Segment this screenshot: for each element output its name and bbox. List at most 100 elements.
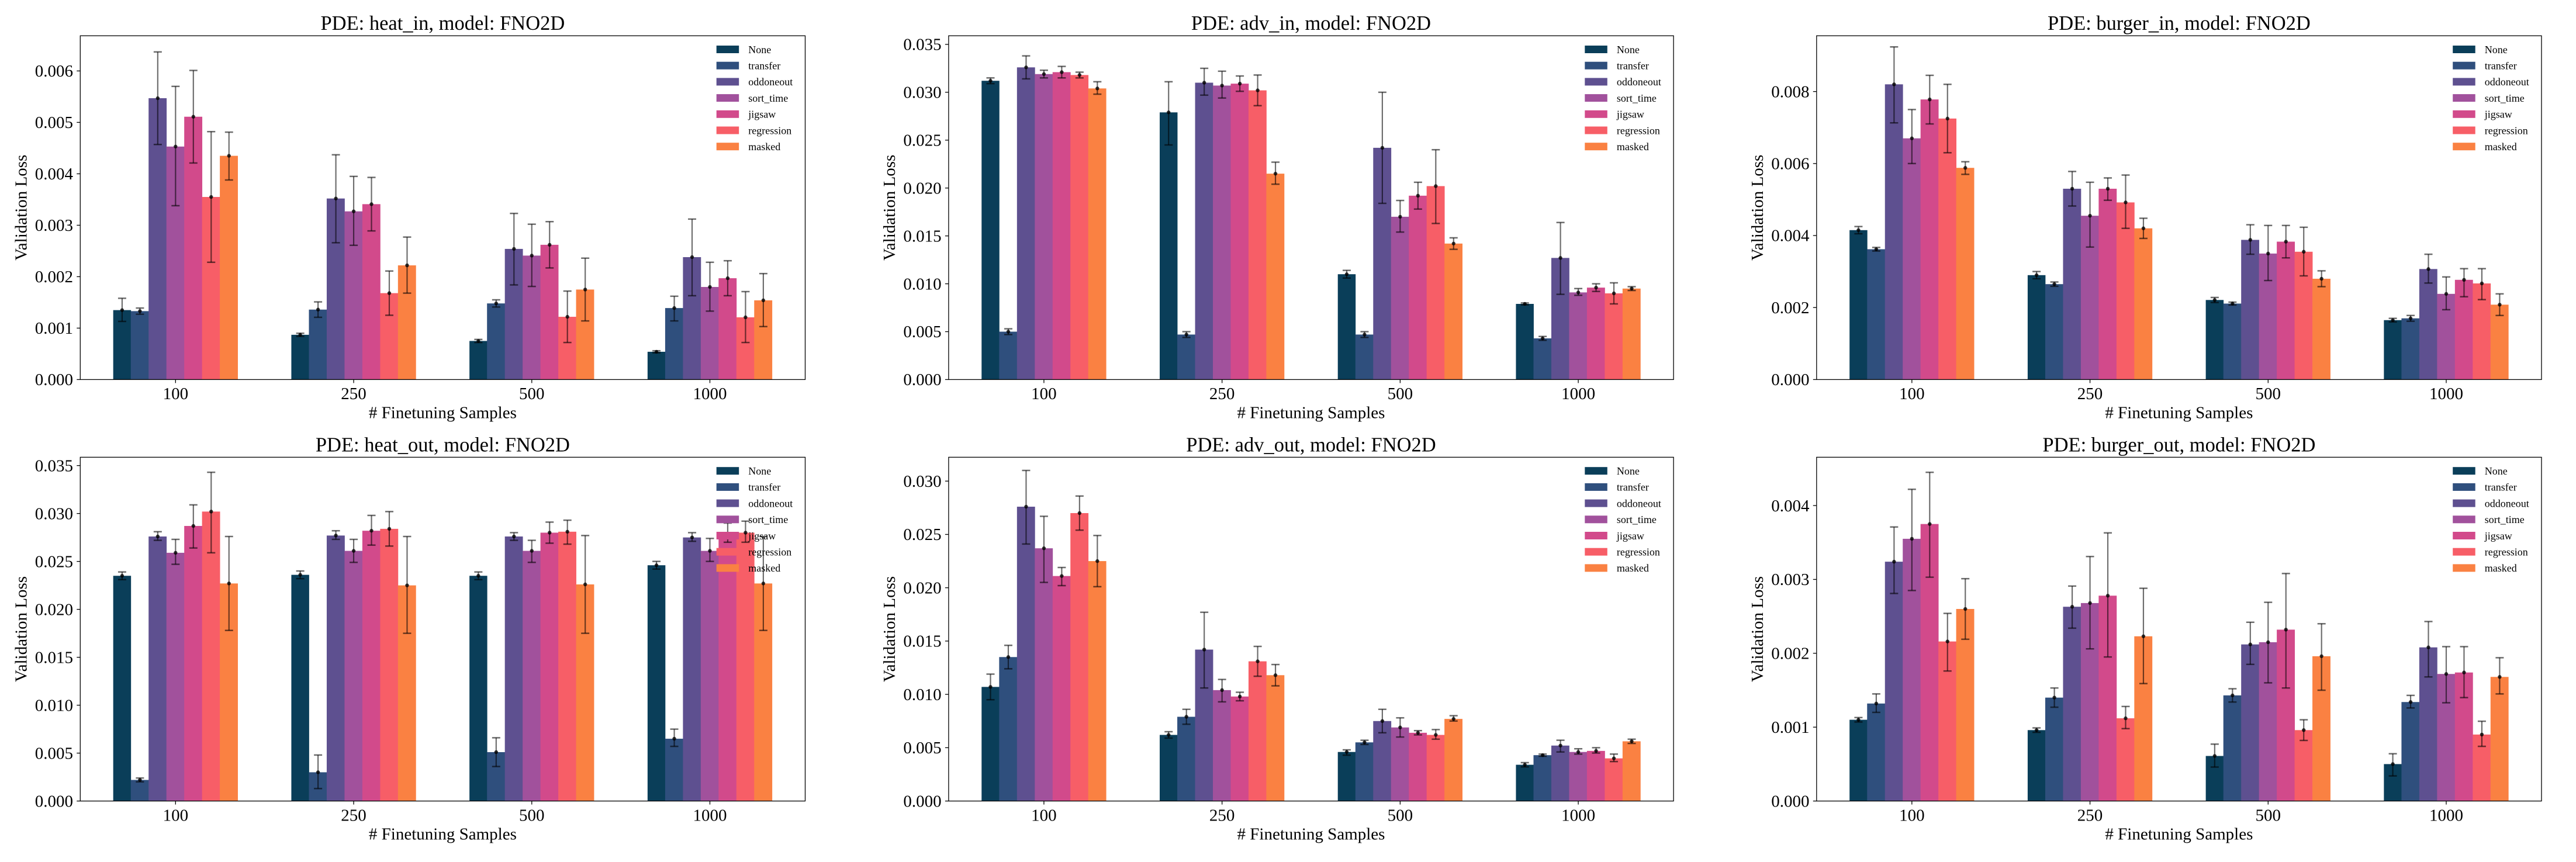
svg-text:PDE: adv_out, model: FNO2D: PDE: adv_out, model: FNO2D (1186, 434, 1436, 456)
svg-text:transfer: transfer (748, 60, 780, 72)
svg-text:sort_time: sort_time (748, 514, 788, 525)
svg-text:0.015: 0.015 (903, 632, 941, 651)
svg-text:masked: masked (748, 141, 780, 153)
svg-text:1000: 1000 (1561, 806, 1595, 825)
svg-text:0.030: 0.030 (903, 472, 941, 491)
svg-text:regression: regression (2485, 546, 2528, 558)
svg-text:Validation Loss: Validation Loss (1748, 576, 1767, 682)
svg-text:transfer: transfer (748, 482, 780, 493)
svg-text:transfer: transfer (2485, 482, 2517, 493)
svg-text:oddoneout: oddoneout (748, 497, 793, 509)
svg-text:0.020: 0.020 (903, 179, 941, 198)
svg-text:100: 100 (1899, 385, 1925, 403)
svg-text:1000: 1000 (693, 385, 727, 403)
svg-text:Validation Loss: Validation Loss (12, 576, 30, 682)
svg-text:0.030: 0.030 (903, 84, 941, 102)
svg-text:0.004: 0.004 (1771, 497, 1810, 515)
svg-text:# Finetuning Samples: # Finetuning Samples (2105, 403, 2253, 422)
svg-text:0.010: 0.010 (35, 696, 73, 715)
svg-text:250: 250 (341, 806, 366, 825)
svg-text:0.008: 0.008 (1771, 82, 1809, 101)
svg-text:1000: 1000 (2429, 385, 2463, 403)
svg-text:# Finetuning Samples: # Finetuning Samples (369, 403, 517, 422)
svg-text:None: None (1617, 44, 1640, 56)
svg-text:500: 500 (519, 385, 545, 403)
svg-text:100: 100 (1899, 806, 1925, 825)
svg-text:None: None (748, 44, 771, 56)
svg-text:# Finetuning Samples: # Finetuning Samples (369, 825, 517, 843)
svg-text:PDE: burger_out, model: FNO2D: PDE: burger_out, model: FNO2D (2042, 434, 2315, 456)
svg-text:transfer: transfer (1617, 482, 1649, 493)
svg-text:0.006: 0.006 (1771, 155, 1809, 174)
svg-text:Validation Loss: Validation Loss (880, 155, 899, 261)
svg-text:jigsaw: jigsaw (2484, 530, 2512, 542)
svg-text:0.002: 0.002 (35, 268, 73, 286)
svg-text:1000: 1000 (693, 806, 727, 825)
svg-text:jigsaw: jigsaw (748, 109, 776, 120)
svg-text:250: 250 (2077, 806, 2103, 825)
svg-text:0.010: 0.010 (903, 686, 941, 704)
svg-text:0.010: 0.010 (903, 275, 941, 293)
svg-text:# Finetuning Samples: # Finetuning Samples (2105, 825, 2253, 843)
svg-text:masked: masked (748, 562, 780, 574)
svg-text:# Finetuning Samples: # Finetuning Samples (1237, 825, 1385, 843)
svg-text:0.030: 0.030 (35, 504, 73, 523)
svg-text:0.002: 0.002 (1771, 645, 1809, 663)
svg-text:0.035: 0.035 (903, 36, 941, 54)
svg-text:100: 100 (163, 806, 189, 825)
svg-text:0.000: 0.000 (903, 792, 941, 811)
svg-text:100: 100 (163, 385, 189, 403)
svg-text:PDE: heat_out, model: FNO2D: PDE: heat_out, model: FNO2D (316, 434, 570, 456)
svg-text:1000: 1000 (2429, 806, 2463, 825)
svg-text:100: 100 (1031, 385, 1057, 403)
svg-text:None: None (1617, 465, 1640, 477)
svg-text:regression: regression (1617, 124, 1660, 136)
svg-text:0.015: 0.015 (35, 648, 73, 667)
svg-text:0.003: 0.003 (1771, 570, 1809, 589)
svg-text:None: None (2485, 44, 2508, 56)
svg-text:oddoneout: oddoneout (1617, 76, 1661, 88)
svg-text:Validation Loss: Validation Loss (880, 576, 899, 682)
svg-text:0.020: 0.020 (35, 600, 73, 619)
svg-text:0.000: 0.000 (35, 371, 73, 389)
svg-text:sort_time: sort_time (1617, 514, 1657, 525)
svg-text:sort_time: sort_time (2485, 514, 2525, 525)
svg-text:100: 100 (1031, 806, 1057, 825)
svg-text:0.025: 0.025 (903, 131, 941, 150)
svg-text:500: 500 (519, 806, 545, 825)
svg-text:Validation Loss: Validation Loss (1748, 155, 1767, 261)
svg-text:0.001: 0.001 (35, 319, 73, 338)
svg-text:oddoneout: oddoneout (2485, 76, 2529, 88)
svg-text:1000: 1000 (1561, 385, 1595, 403)
svg-text:sort_time: sort_time (2485, 92, 2525, 104)
svg-text:250: 250 (2077, 385, 2103, 403)
svg-text:0.005: 0.005 (903, 739, 941, 757)
svg-text:0.025: 0.025 (35, 552, 73, 571)
svg-text:0.000: 0.000 (1771, 792, 1809, 811)
svg-text:Validation Loss: Validation Loss (12, 155, 30, 261)
svg-text:jigsaw: jigsaw (1616, 530, 1644, 542)
svg-text:0.005: 0.005 (903, 323, 941, 341)
svg-text:PDE: burger_in, model: FNO2D: PDE: burger_in, model: FNO2D (2048, 12, 2311, 34)
svg-text:0.000: 0.000 (903, 371, 941, 389)
svg-text:oddoneout: oddoneout (2485, 497, 2529, 509)
svg-text:None: None (748, 465, 771, 477)
svg-text:500: 500 (2256, 806, 2281, 825)
svg-text:500: 500 (1388, 806, 1413, 825)
svg-text:PDE: adv_in, model: FNO2D: PDE: adv_in, model: FNO2D (1191, 12, 1431, 34)
svg-text:250: 250 (1209, 385, 1235, 403)
svg-text:regression: regression (748, 124, 791, 136)
svg-text:250: 250 (1209, 806, 1235, 825)
svg-text:masked: masked (1617, 141, 1649, 153)
svg-text:jigsaw: jigsaw (1616, 109, 1644, 120)
svg-text:transfer: transfer (2485, 60, 2517, 72)
svg-text:None: None (2485, 465, 2508, 477)
svg-text:500: 500 (2256, 385, 2281, 403)
svg-text:PDE: heat_in, model: FNO2D: PDE: heat_in, model: FNO2D (320, 12, 565, 34)
svg-text:jigsaw: jigsaw (2484, 109, 2512, 120)
svg-text:0.004: 0.004 (1771, 227, 1810, 245)
svg-text:0.005: 0.005 (35, 744, 73, 763)
svg-text:500: 500 (1388, 385, 1413, 403)
svg-text:transfer: transfer (1617, 60, 1649, 72)
svg-text:jigsaw: jigsaw (748, 530, 776, 542)
